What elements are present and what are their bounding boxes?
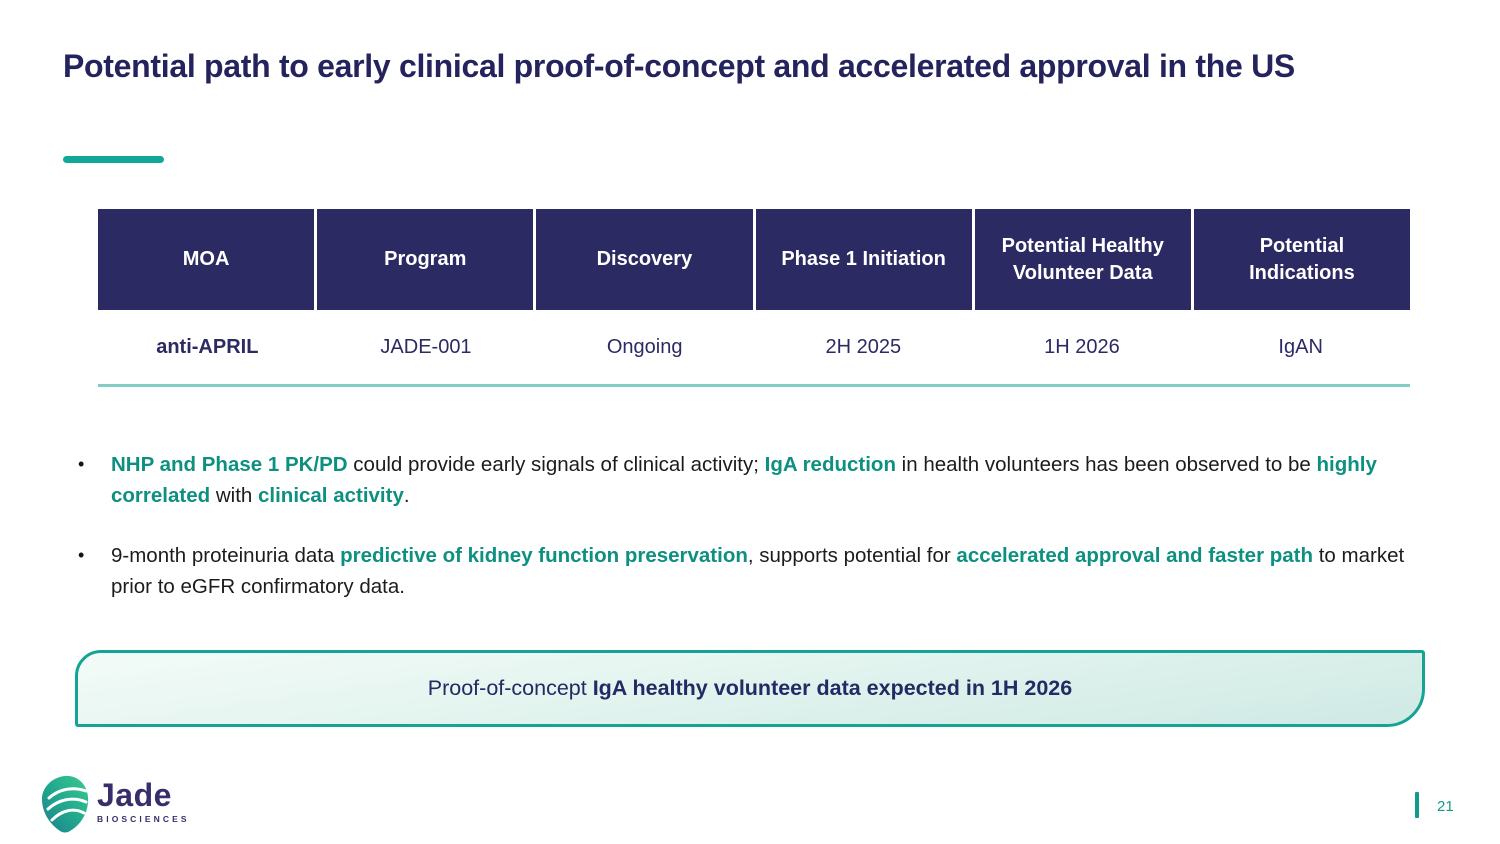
bullet-marker: • — [78, 545, 85, 565]
bullet-text-segment: , supports potential for — [747, 544, 957, 567]
cell-indications: IgAN — [1278, 335, 1323, 358]
cell-volunteer-data: 1H 2026 — [1044, 335, 1120, 358]
callout-text-bold: IgA healthy volunteer data expected in 1… — [592, 676, 1073, 700]
page-number: 21 — [1437, 798, 1454, 815]
bullet-text-segment: could provide early signals of clinical … — [347, 453, 765, 476]
bullet-text-segment: highly correlated — [111, 453, 1377, 507]
bullet-text-segment: in health volunteers has been observed t… — [895, 453, 1317, 476]
table-header-discovery: Discovery — [536, 209, 753, 310]
pipeline-table: MOA Program Discovery Phase 1 Initiation… — [98, 209, 1410, 387]
bullet-text-segment: accelerated approval and faster path — [956, 544, 1314, 567]
logo-subtitle: BIOSCIENCES — [97, 814, 190, 824]
bullet-marker: • — [78, 454, 85, 474]
bullet-text-segment: NHP and Phase 1 PK/PD — [111, 453, 348, 476]
table-header-program: Program — [317, 209, 534, 310]
logo-text: Jade BIOSCIENCES — [97, 779, 190, 824]
table-header-row: MOA Program Discovery Phase 1 Initiation… — [98, 209, 1410, 310]
page-number-bar — [1415, 792, 1419, 818]
bullet-text: 9-month proteinuria data predictive of k… — [111, 540, 1430, 602]
bullet-text-segment: predictive of kidney function preservati… — [340, 544, 748, 567]
table-row: anti-APRIL JADE-001 Ongoing 2H 2025 1H 2… — [98, 310, 1410, 387]
bullet-item: • NHP and Phase 1 PK/PD could provide ear… — [78, 449, 1430, 511]
table-header-moa: MOA — [98, 209, 315, 310]
cell-phase1: 2H 2025 — [825, 335, 902, 358]
bullet-text-segment: to market prior to eGFR confirmatory dat… — [111, 544, 1405, 598]
callout-text-regular: Proof-of-concept — [427, 676, 593, 700]
bullet-text-segment: 9-month proteinuria data — [111, 544, 341, 567]
page-title: Potential path to early clinical proof-o… — [63, 48, 1295, 84]
cell-discovery: Ongoing — [606, 335, 683, 358]
company-logo: Jade BIOSCIENCES — [40, 775, 190, 838]
title-accent-line — [63, 156, 164, 163]
table-header-phase1: Phase 1 Initiation — [755, 209, 972, 310]
jade-leaf-icon — [40, 775, 90, 838]
table-header-volunteer-data: Potential Healthy Volunteer Data — [974, 209, 1191, 310]
bullet-text: NHP and Phase 1 PK/PD could provide earl… — [111, 449, 1430, 511]
logo-name: Jade — [97, 777, 172, 813]
bullet-list: • NHP and Phase 1 PK/PD could provide ear… — [78, 449, 1430, 631]
callout-text: Proof-of-concept IgA healthy volunteer d… — [428, 676, 1072, 701]
bullet-text-segment: IgA reduction — [764, 453, 896, 476]
callout-banner: Proof-of-concept IgA healthy volunteer d… — [75, 650, 1425, 727]
table-header-indications: Potential Indications — [1193, 209, 1410, 310]
cell-program: JADE-001 — [380, 335, 472, 358]
bullet-item: • 9-month proteinuria data predictive of … — [78, 540, 1430, 602]
cell-moa: anti-APRIL — [156, 335, 259, 358]
bullet-text-segment: clinical activity — [258, 484, 404, 507]
bullet-text-segment: with — [210, 484, 258, 507]
bullet-text-segment: . — [403, 484, 410, 507]
